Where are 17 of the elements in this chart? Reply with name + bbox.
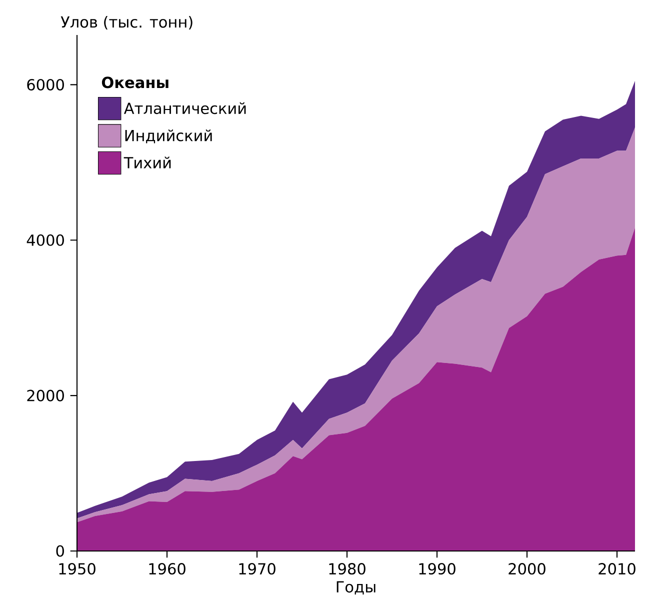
x-tick-label: 1980: [329, 563, 366, 575]
y-tick-label: 4000: [26, 234, 64, 246]
x-tick-label: 1970: [239, 563, 276, 575]
y-tick-label: 2000: [27, 390, 64, 402]
y-tick-label: 0: [56, 545, 64, 557]
legend-label: Тихий: [124, 156, 171, 168]
x-tick-label: 2000: [508, 563, 546, 575]
legend-title: Океаны: [102, 76, 168, 88]
x-tick-label: 1990: [419, 563, 456, 575]
x-axis-title: Годы: [336, 581, 376, 594]
y-tick-label: 6000: [27, 78, 64, 90]
legend-label: Индийский: [125, 129, 212, 144]
x-tick-label: 1960: [149, 563, 186, 575]
x-tick-label: 2010: [598, 563, 636, 575]
x-tick-label: 1950: [59, 563, 96, 575]
legend-label: Атлантический: [124, 102, 246, 114]
y-axis-title: Улов (тыс. тонн): [60, 16, 192, 30]
